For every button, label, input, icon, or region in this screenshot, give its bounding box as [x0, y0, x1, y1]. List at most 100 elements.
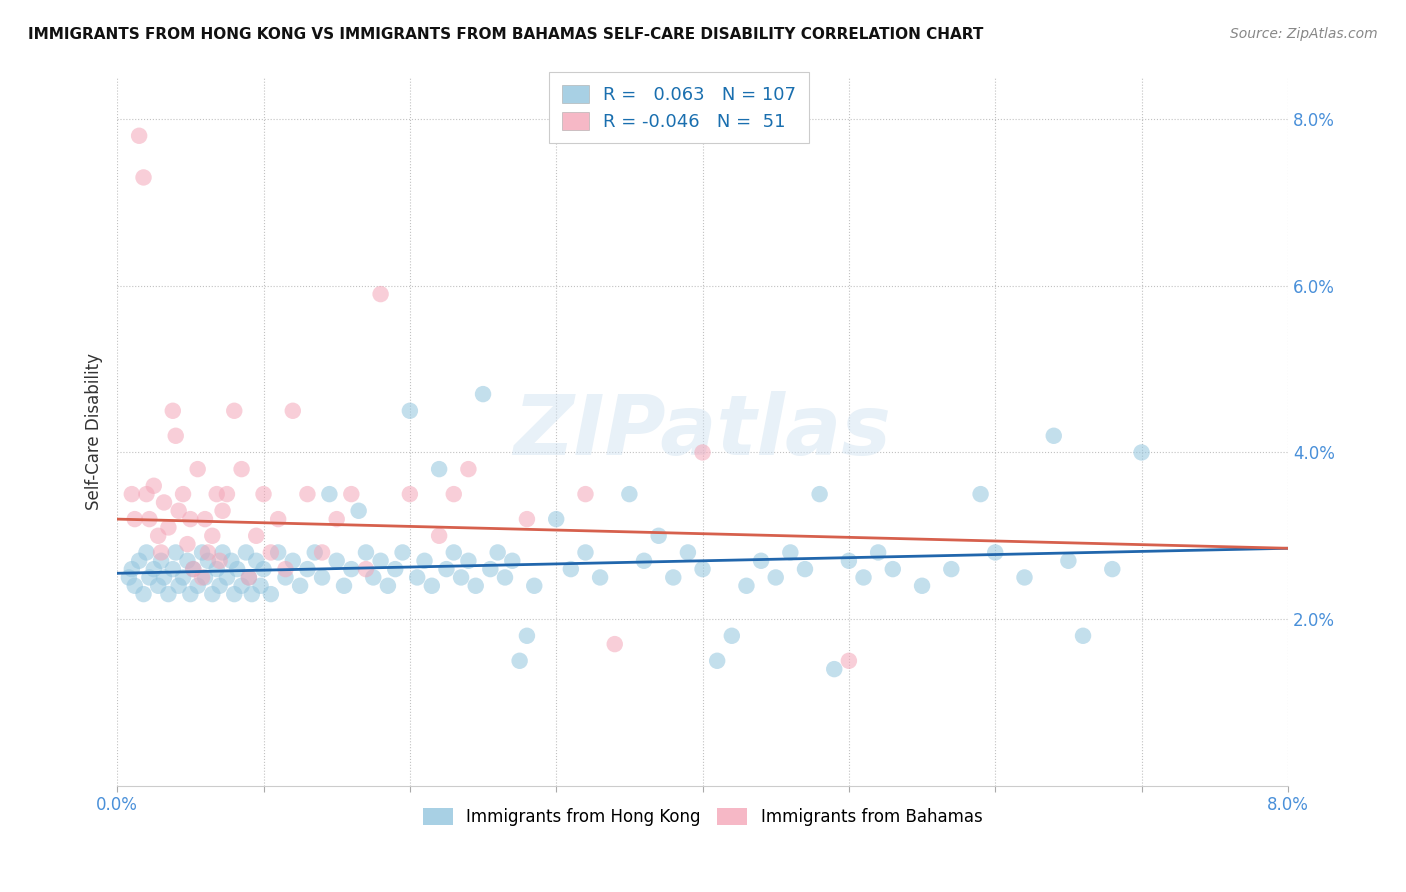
Point: [245, 529, 267, 543]
Point: [633, 554, 655, 568]
Point: [176, 554, 198, 568]
Point: [808, 487, 831, 501]
Point: [153, 570, 176, 584]
Text: IMMIGRANTS FROM HONG KONG VS IMMIGRANTS FROM BAHAMAS SELF-CARE DISABILITY CORREL: IMMIGRANTS FROM HONG KONG VS IMMIGRANTS …: [28, 27, 983, 42]
Point: [187, 579, 209, 593]
Point: [619, 487, 641, 501]
Point: [516, 512, 538, 526]
Point: [304, 545, 326, 559]
Point: [150, 554, 173, 568]
Point: [128, 128, 150, 143]
Point: [124, 512, 146, 526]
Point: [647, 529, 669, 543]
Point: [311, 545, 333, 559]
Point: [354, 562, 377, 576]
Point: [969, 487, 991, 501]
Point: [208, 554, 231, 568]
Point: [124, 579, 146, 593]
Point: [172, 570, 194, 584]
Point: [226, 562, 249, 576]
Point: [1042, 429, 1064, 443]
Point: [221, 554, 243, 568]
Point: [167, 579, 190, 593]
Point: [391, 545, 413, 559]
Point: [779, 545, 801, 559]
Point: [589, 570, 612, 584]
Point: [267, 545, 290, 559]
Point: [1014, 570, 1036, 584]
Point: [231, 579, 253, 593]
Point: [823, 662, 845, 676]
Point: [197, 545, 219, 559]
Point: [984, 545, 1007, 559]
Point: [172, 487, 194, 501]
Point: [197, 554, 219, 568]
Point: [516, 629, 538, 643]
Point: [735, 579, 758, 593]
Point: [274, 562, 297, 576]
Point: [1101, 562, 1123, 576]
Point: [135, 487, 157, 501]
Point: [181, 562, 204, 576]
Point: [1057, 554, 1080, 568]
Point: [486, 545, 509, 559]
Point: [211, 545, 233, 559]
Point: [245, 554, 267, 568]
Point: [288, 579, 311, 593]
Point: [443, 545, 465, 559]
Point: [749, 554, 772, 568]
Point: [311, 570, 333, 584]
Point: [238, 570, 260, 584]
Point: [838, 654, 860, 668]
Point: [224, 404, 246, 418]
Point: [208, 579, 231, 593]
Point: [260, 545, 283, 559]
Point: [252, 562, 274, 576]
Point: [142, 479, 165, 493]
Point: [911, 579, 934, 593]
Point: [574, 487, 596, 501]
Point: [167, 504, 190, 518]
Point: [692, 562, 714, 576]
Point: [211, 504, 233, 518]
Point: [235, 545, 257, 559]
Point: [162, 404, 184, 418]
Point: [501, 554, 523, 568]
Point: [146, 529, 169, 543]
Point: [267, 512, 290, 526]
Point: [720, 629, 742, 643]
Point: [238, 570, 260, 584]
Point: [347, 504, 370, 518]
Point: [191, 545, 214, 559]
Point: [146, 579, 169, 593]
Point: [662, 570, 685, 584]
Point: [165, 545, 187, 559]
Point: [706, 654, 728, 668]
Point: [260, 587, 283, 601]
Point: [157, 587, 180, 601]
Point: [794, 562, 817, 576]
Point: [523, 579, 546, 593]
Point: [157, 520, 180, 534]
Point: [479, 562, 502, 576]
Point: [121, 562, 143, 576]
Point: [457, 462, 479, 476]
Point: [132, 170, 155, 185]
Point: [201, 529, 224, 543]
Point: [370, 554, 392, 568]
Y-axis label: Self-Care Disability: Self-Care Disability: [86, 353, 103, 510]
Point: [194, 512, 217, 526]
Point: [399, 404, 422, 418]
Point: [882, 562, 904, 576]
Point: [413, 554, 436, 568]
Point: [274, 570, 297, 584]
Point: [118, 570, 141, 584]
Point: [1130, 445, 1153, 459]
Point: [138, 570, 160, 584]
Point: [179, 587, 201, 601]
Point: [318, 487, 340, 501]
Point: [201, 587, 224, 601]
Point: [181, 562, 204, 576]
Point: [574, 545, 596, 559]
Point: [384, 562, 406, 576]
